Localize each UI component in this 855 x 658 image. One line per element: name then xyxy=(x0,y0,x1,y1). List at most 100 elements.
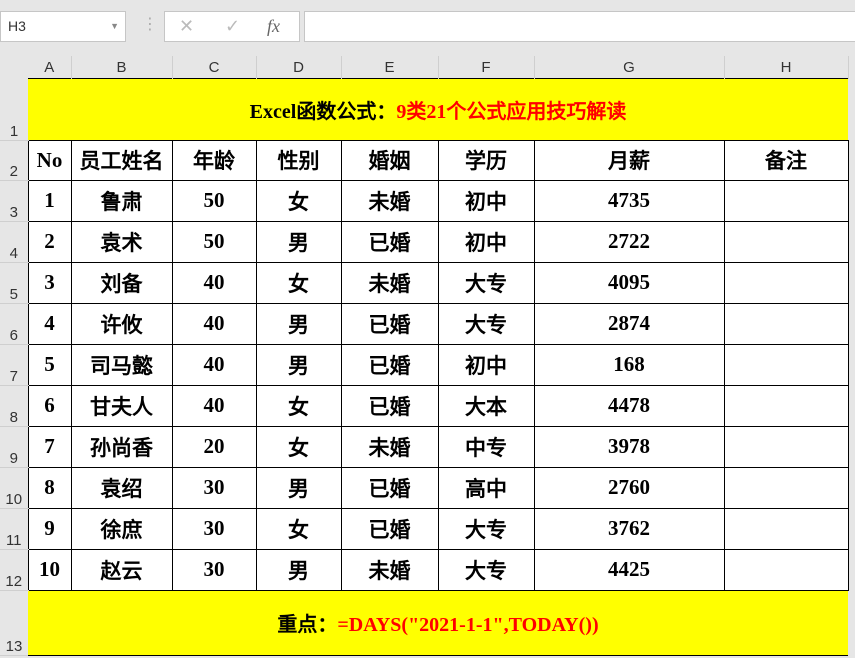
data-cell[interactable]: 中专 xyxy=(437,425,535,468)
data-cell[interactable]: 大专 xyxy=(437,507,535,550)
data-cell[interactable]: 40 xyxy=(171,343,257,386)
fx-icon[interactable]: fx xyxy=(267,16,280,36)
select-all-corner[interactable] xyxy=(0,56,28,79)
data-cell[interactable]: 8 xyxy=(27,466,72,509)
data-cell[interactable]: 袁绍 xyxy=(70,466,173,509)
data-cell[interactable]: 4 xyxy=(27,302,72,345)
data-cell[interactable]: 3762 xyxy=(533,507,725,550)
row-header-2[interactable]: 2 xyxy=(0,140,28,181)
header-cell[interactable]: 学历 xyxy=(437,139,535,181)
data-cell[interactable]: 5 xyxy=(27,343,72,386)
data-cell[interactable] xyxy=(723,261,849,304)
data-cell[interactable]: 袁术 xyxy=(70,220,173,263)
data-cell[interactable] xyxy=(723,425,849,468)
data-cell[interactable]: 女 xyxy=(255,507,342,550)
data-cell[interactable]: 鲁肃 xyxy=(70,179,173,222)
row-header-10[interactable]: 10 xyxy=(0,467,28,509)
cancel-icon[interactable]: ✕ xyxy=(179,16,195,36)
chevron-down-icon[interactable]: ▼ xyxy=(110,21,119,31)
row-header-8[interactable]: 8 xyxy=(0,385,28,427)
row-header-12[interactable]: 12 xyxy=(0,549,28,591)
row-header-6[interactable]: 6 xyxy=(0,303,28,345)
column-header-C[interactable]: C xyxy=(172,56,257,79)
data-cell[interactable]: 已婚 xyxy=(340,302,439,345)
data-cell[interactable]: 大本 xyxy=(437,384,535,427)
data-cell[interactable]: 7 xyxy=(27,425,72,468)
data-cell[interactable]: 30 xyxy=(171,548,257,591)
formula-input[interactable] xyxy=(304,11,855,42)
column-header-H[interactable]: H xyxy=(724,56,849,79)
data-cell[interactable] xyxy=(723,548,849,591)
data-cell[interactable]: 女 xyxy=(255,261,342,304)
data-cell[interactable]: 许攸 xyxy=(70,302,173,345)
data-cell[interactable]: 已婚 xyxy=(340,466,439,509)
data-cell[interactable]: 4095 xyxy=(533,261,725,304)
data-cell[interactable]: 50 xyxy=(171,220,257,263)
row-header-7[interactable]: 7 xyxy=(0,344,28,386)
row-header-3[interactable]: 3 xyxy=(0,180,28,222)
data-cell[interactable]: 甘夫人 xyxy=(70,384,173,427)
spreadsheet-grid[interactable]: A B C D E F G H 1 Excel函数公式：9类21个公式应用技巧解读 2 No 员工姓名年… xyxy=(0,56,849,656)
data-cell[interactable]: 已婚 xyxy=(340,384,439,427)
data-cell[interactable]: 40 xyxy=(171,302,257,345)
data-cell[interactable]: 4478 xyxy=(533,384,725,427)
header-cell[interactable]: 月薪 xyxy=(533,139,725,181)
data-cell[interactable]: 初中 xyxy=(437,220,535,263)
header-cell[interactable]: No xyxy=(27,139,72,181)
data-cell[interactable]: 男 xyxy=(255,220,342,263)
data-cell[interactable]: 20 xyxy=(171,425,257,468)
data-cell[interactable] xyxy=(723,466,849,509)
column-header-G[interactable]: G xyxy=(534,56,725,79)
data-cell[interactable]: 1 xyxy=(27,179,72,222)
data-cell[interactable]: 未婚 xyxy=(340,261,439,304)
row-header-4[interactable]: 4 xyxy=(0,221,28,263)
data-cell[interactable]: 女 xyxy=(255,384,342,427)
data-cell[interactable]: 2722 xyxy=(533,220,725,263)
data-cell[interactable]: 未婚 xyxy=(340,548,439,591)
data-cell[interactable]: 3978 xyxy=(533,425,725,468)
column-header-F[interactable]: F xyxy=(438,56,535,79)
data-cell[interactable]: 男 xyxy=(255,302,342,345)
data-cell[interactable]: 女 xyxy=(255,425,342,468)
header-cell[interactable]: 性别 xyxy=(255,139,342,181)
data-cell[interactable]: 2874 xyxy=(533,302,725,345)
data-cell[interactable]: 9 xyxy=(27,507,72,550)
row-header-5[interactable]: 5 xyxy=(0,262,28,304)
data-cell[interactable]: 已婚 xyxy=(340,220,439,263)
data-cell[interactable]: 男 xyxy=(255,548,342,591)
enter-icon[interactable]: ✓ xyxy=(225,16,241,36)
data-cell[interactable]: 168 xyxy=(533,343,725,386)
footer-cell[interactable]: 重点：=DAYS("2021-1-1",TODAY()) xyxy=(28,589,848,656)
header-cell[interactable]: 年龄 xyxy=(171,139,257,181)
data-cell[interactable]: 6 xyxy=(27,384,72,427)
data-cell[interactable]: 10 xyxy=(27,548,72,591)
data-cell[interactable]: 高中 xyxy=(437,466,535,509)
header-cell[interactable]: 备注 xyxy=(723,139,849,181)
data-cell[interactable] xyxy=(723,302,849,345)
row-header-13[interactable]: 13 xyxy=(0,590,28,656)
data-cell[interactable]: 男 xyxy=(255,466,342,509)
data-cell[interactable]: 徐庶 xyxy=(70,507,173,550)
title-cell[interactable]: Excel函数公式：9类21个公式应用技巧解读 xyxy=(28,78,848,141)
data-cell[interactable]: 4735 xyxy=(533,179,725,222)
data-cell[interactable]: 2760 xyxy=(533,466,725,509)
row-header-1[interactable]: 1 xyxy=(0,78,28,141)
data-cell[interactable]: 大专 xyxy=(437,261,535,304)
name-box[interactable]: H3 ▼ xyxy=(0,11,126,42)
data-cell[interactable]: 大专 xyxy=(437,548,535,591)
data-cell[interactable]: 司马懿 xyxy=(70,343,173,386)
row-header-9[interactable]: 9 xyxy=(0,426,28,468)
data-cell[interactable]: 40 xyxy=(171,384,257,427)
data-cell[interactable]: 3 xyxy=(27,261,72,304)
data-cell[interactable] xyxy=(723,343,849,386)
data-cell[interactable]: 2 xyxy=(27,220,72,263)
data-cell[interactable]: 已婚 xyxy=(340,343,439,386)
data-cell[interactable]: 4425 xyxy=(533,548,725,591)
data-cell[interactable]: 未婚 xyxy=(340,425,439,468)
data-cell[interactable]: 50 xyxy=(171,179,257,222)
data-cell[interactable]: 已婚 xyxy=(340,507,439,550)
data-cell[interactable] xyxy=(723,384,849,427)
column-header-A[interactable]: A xyxy=(28,56,72,79)
drag-handle-icon[interactable]: ⋮ xyxy=(142,16,158,33)
header-cell[interactable]: 员工姓名 xyxy=(70,139,173,181)
